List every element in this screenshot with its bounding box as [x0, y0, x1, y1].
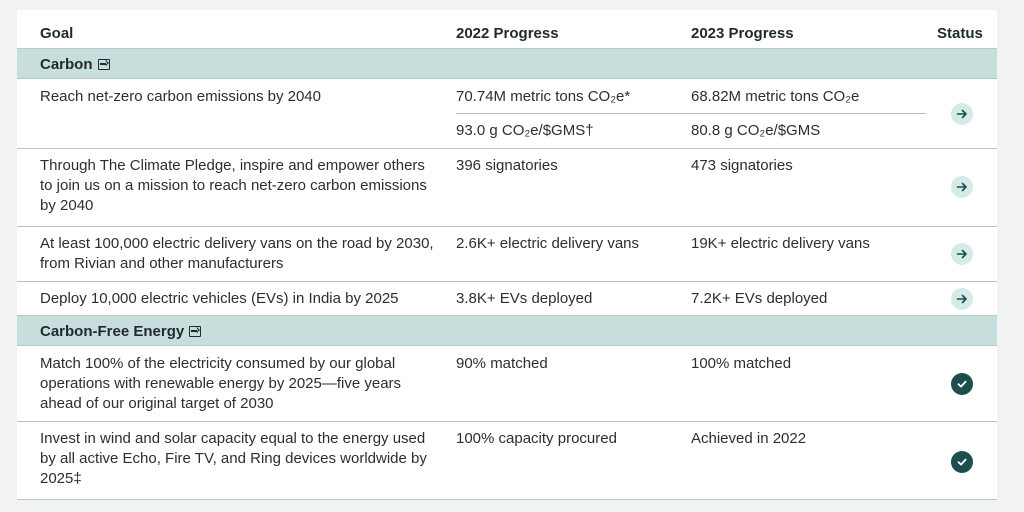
header-status: Status — [937, 25, 983, 42]
header-goal: Goal — [40, 25, 74, 42]
progress-2023: 473 signatories — [691, 157, 793, 174]
goal-text: Reach net-zero carbon emissions by 2040 — [40, 88, 321, 105]
header-2023-progress: 2023 Progress — [691, 25, 794, 42]
progress-2023-intensity: 80.8 g CO₂e/$GMS — [691, 122, 821, 139]
progress-2023: 7.2K+ EVs deployed — [691, 290, 828, 307]
arrow-right-icon — [951, 103, 973, 125]
check-circle-icon — [951, 373, 973, 395]
section-carbon-free-energy: Carbon-Free Energy — [17, 315, 997, 346]
progress-2023: Achieved in 2022 — [691, 430, 807, 447]
progress-2023: 68.82M metric tons CO₂e — [691, 88, 860, 105]
table-row: Invest in wind and solar capacity equal … — [17, 422, 997, 500]
progress-2022: 3.8K+ EVs deployed — [456, 290, 593, 307]
check-circle-icon — [951, 451, 973, 473]
arrow-right-icon — [951, 288, 973, 310]
progress-2022: 396 signatories — [456, 157, 558, 174]
table-header: Goal 2022 Progress 2023 Progress Status — [17, 10, 997, 48]
table-row: Through The Climate Pledge, inspire and … — [17, 149, 997, 227]
progress-2022: 70.74M metric tons CO₂e* — [456, 88, 631, 105]
progress-2023: 19K+ electric delivery vans — [691, 235, 870, 252]
goal-text: At least 100,000 electric delivery vans … — [40, 235, 434, 272]
progress-2022: 90% matched — [456, 355, 548, 372]
arrow-right-icon — [951, 176, 973, 198]
goals-table: Goal 2022 Progress 2023 Progress Status … — [17, 10, 997, 500]
table-row: At least 100,000 electric delivery vans … — [17, 227, 997, 282]
goal-text: Through The Climate Pledge, inspire and … — [40, 157, 427, 214]
jump-link-icon[interactable] — [97, 59, 110, 70]
section-carbon: Carbon — [17, 48, 997, 79]
header-2022-progress: 2022 Progress — [456, 25, 559, 42]
progress-2022: 100% capacity procured — [456, 430, 617, 447]
row-divider — [456, 113, 926, 114]
progress-2022-intensity: 93.0 g CO₂e/$GMS† — [456, 122, 594, 139]
table-row: Match 100% of the electricity consumed b… — [17, 346, 997, 422]
goal-text: Deploy 10,000 electric vehicles (EVs) in… — [40, 290, 399, 307]
goal-text: Invest in wind and solar capacity equal … — [40, 430, 427, 487]
progress-2022: 2.6K+ electric delivery vans — [456, 235, 640, 252]
goal-text: Match 100% of the electricity consumed b… — [40, 355, 402, 412]
table-row: Deploy 10,000 electric vehicles (EVs) in… — [17, 282, 997, 316]
section-title: Carbon — [40, 56, 93, 73]
arrow-right-icon — [951, 243, 973, 265]
progress-2023: 100% matched — [691, 355, 792, 372]
jump-link-icon[interactable] — [189, 326, 202, 337]
table-row: Reach net-zero carbon emissions by 2040 … — [17, 79, 997, 149]
section-title: Carbon-Free Energy — [40, 323, 185, 340]
